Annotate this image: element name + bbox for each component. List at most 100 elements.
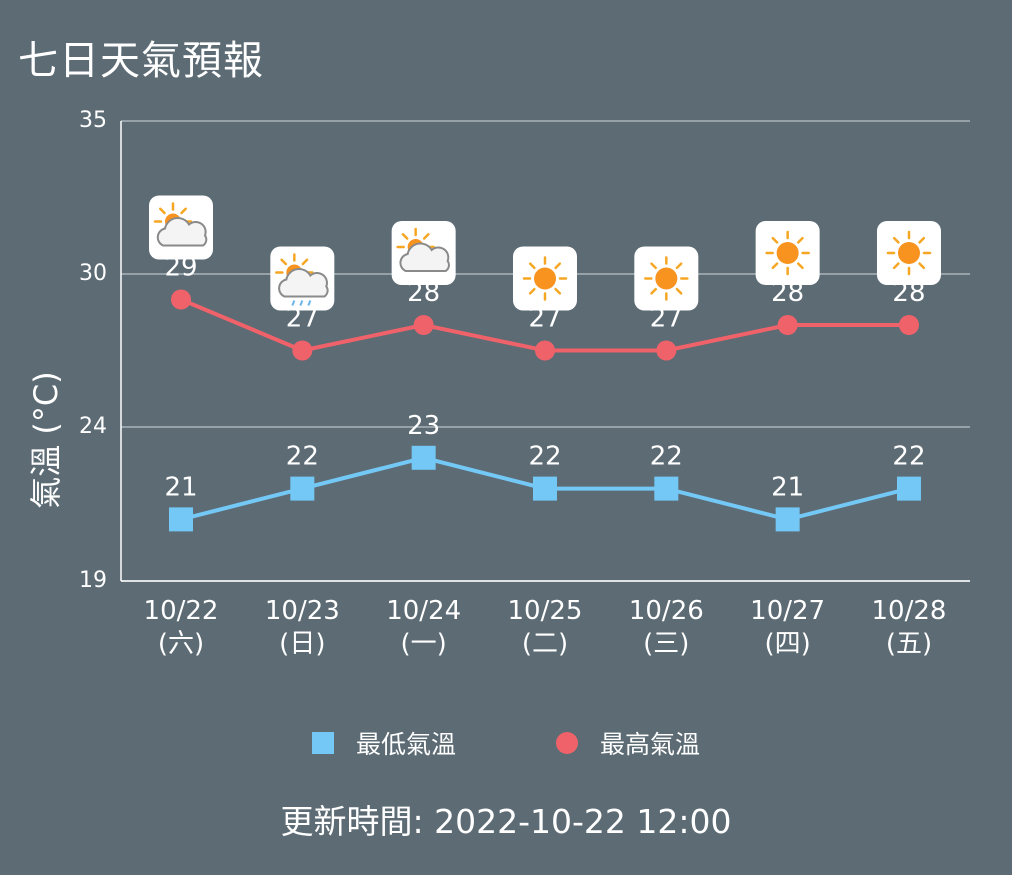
y-tick-label: 35 <box>79 108 107 133</box>
sun-ray <box>528 262 536 270</box>
low-temp-label: 21 <box>164 472 197 502</box>
y-tick-label: 30 <box>79 261 107 286</box>
x-tick-date: 10/27 <box>750 596 825 626</box>
high-temp-label: 28 <box>407 278 440 308</box>
high-temp-label: 29 <box>164 253 197 283</box>
x-tick-labels: 10/22(六) 10/23(日) 10/24(一) 10/25(二) 10/26(三)… <box>144 596 947 659</box>
x-tick-weekday: (六) <box>158 629 204 659</box>
low-temp-point <box>654 476 679 501</box>
sun-ray <box>422 233 430 240</box>
y-tick-label: 24 <box>79 414 107 439</box>
series <box>169 289 921 532</box>
high-temp-label: 28 <box>771 278 804 308</box>
rain-drop <box>291 300 296 306</box>
high-temp-point <box>171 289 191 310</box>
low-temp-point <box>290 476 315 501</box>
high-temp-point <box>777 315 798 335</box>
sunny-icon <box>512 246 577 311</box>
sun-ray <box>675 262 683 270</box>
legend: 最低氣溫 最高氣溫 <box>0 725 1012 761</box>
y-tick-labels: 19 24 30 35 <box>79 108 107 593</box>
sun-ray <box>650 262 657 270</box>
legend-high-label: 最高氣溫 <box>600 730 701 759</box>
update-time: 更新時間: 2022-10-22 12:00 <box>0 795 1012 843</box>
sun-ray <box>528 287 536 295</box>
rain-drop <box>299 300 304 306</box>
sun-ray <box>554 262 562 270</box>
x-tick-date: 10/25 <box>508 596 583 626</box>
low-temp-point <box>169 507 193 532</box>
cloud-shape <box>156 217 208 247</box>
sun-ray <box>918 236 926 244</box>
high-temp-point <box>898 315 919 335</box>
sun-ray <box>771 236 779 244</box>
update-time-value: 2022-10-22 12:00 <box>434 802 732 841</box>
sun-ray <box>180 207 187 215</box>
y-tick-label: 19 <box>79 568 107 593</box>
sun-ray <box>401 233 409 240</box>
sun-disc <box>776 242 799 264</box>
low-temp-label: 21 <box>771 472 804 502</box>
sunny-icon <box>755 221 820 285</box>
low-temp-point <box>896 476 921 501</box>
x-tick-date: 10/24 <box>386 596 461 626</box>
sun-ray <box>797 262 804 270</box>
x-tick-date: 10/28 <box>872 596 947 626</box>
low-temp-label: 23 <box>407 411 440 441</box>
axes <box>120 121 970 582</box>
high-temp-label: 27 <box>528 304 561 334</box>
high-temp-label: 27 <box>650 304 683 334</box>
high-temp-swatch <box>556 732 578 754</box>
sun-disc <box>655 267 678 290</box>
x-tick-weekday: (一) <box>401 629 447 659</box>
sun-ray <box>918 262 926 270</box>
low-temp-label: 22 <box>650 442 683 472</box>
page-title: 七日天氣預報 <box>18 38 264 84</box>
low-temp-label: 22 <box>528 442 561 472</box>
high-temp-point <box>413 315 434 335</box>
sun-ray <box>159 207 166 215</box>
sun-ray <box>892 236 900 244</box>
low-temp-point <box>775 507 800 532</box>
forecast-chart: 氣溫 (°C) 19 24 30 35 10/22(六) 10/23(日) 10/24(一… <box>27 108 970 659</box>
sun-ray <box>892 262 900 270</box>
weather-icons <box>149 195 941 311</box>
sun-ray <box>650 287 657 295</box>
low-temp-point <box>532 476 557 501</box>
x-tick-weekday: (四) <box>765 629 811 659</box>
high-temp-label: 27 <box>286 304 319 334</box>
sunny-icon <box>876 221 941 285</box>
low-temp-swatch <box>311 732 334 754</box>
legend-low-label: 最低氣溫 <box>355 730 456 759</box>
x-tick-weekday: (二) <box>522 629 568 659</box>
update-time-label: 更新時間: <box>280 802 424 841</box>
high-temp-point <box>534 340 555 361</box>
sun-ray <box>675 287 683 295</box>
sun-disc <box>897 242 920 264</box>
high-temp-label: 28 <box>892 278 925 308</box>
legend-item-high[interactable]: 最高氣溫 <box>556 725 700 761</box>
rain-drop <box>307 300 312 306</box>
x-tick-weekday: (三) <box>643 629 689 659</box>
sun-ray <box>280 258 288 266</box>
x-tick-date: 10/26 <box>629 596 704 626</box>
legend-item-low[interactable]: 最低氣溫 <box>311 725 456 761</box>
sun-ray <box>797 236 804 244</box>
sun-ray <box>554 287 562 295</box>
high-temp-point <box>656 340 677 361</box>
data-labels: 21 22 23 22 22 21 22 29 27 28 27 27 28 28 <box>164 253 925 503</box>
sunny-icon <box>634 246 699 311</box>
x-tick-weekday: (日) <box>279 629 325 659</box>
sun-ray <box>301 258 309 266</box>
y-axis-label: 氣溫 (°C) <box>27 371 65 509</box>
low-temp-label: 22 <box>892 442 925 472</box>
low-temp-label: 22 <box>286 442 319 472</box>
partly-cloudy-icon <box>149 195 213 260</box>
cloud-shape <box>278 268 329 298</box>
low-temp-point <box>411 445 436 470</box>
high-temp-point <box>292 340 313 361</box>
x-tick-weekday: (五) <box>886 629 932 659</box>
sun-ray <box>771 262 779 270</box>
partly-cloudy-icon <box>391 221 456 285</box>
partly-cloudy-rain-icon <box>270 246 335 311</box>
